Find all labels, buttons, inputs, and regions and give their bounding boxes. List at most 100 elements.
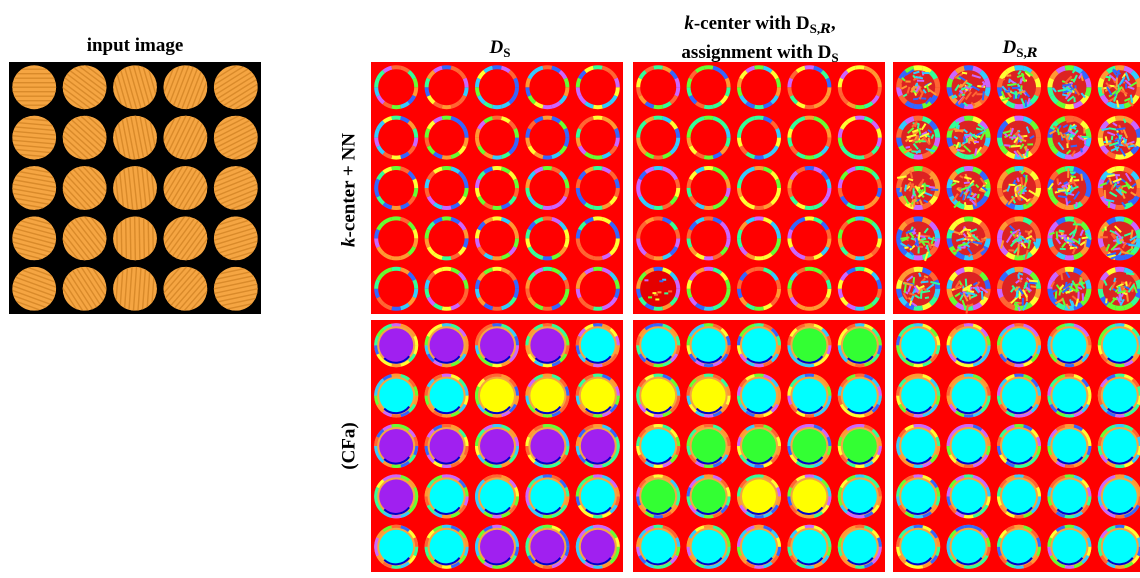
segment-disc xyxy=(837,216,882,261)
segment-disc xyxy=(686,115,731,160)
panel-knn-dsr xyxy=(893,62,1140,314)
segment-disc xyxy=(575,474,620,519)
segment-disc xyxy=(1097,166,1140,210)
row-title-knn: k-center + NN xyxy=(338,133,360,247)
segment-disc xyxy=(787,524,832,569)
segment-disc xyxy=(475,266,519,311)
segment-disc xyxy=(424,166,469,210)
segment-disc xyxy=(636,115,681,160)
segment-disc xyxy=(787,65,832,110)
segment-disc xyxy=(896,524,941,569)
segment-disc xyxy=(997,115,1041,160)
segment-disc xyxy=(737,424,781,468)
segment-disc xyxy=(737,323,781,368)
segment-disc xyxy=(525,474,570,519)
segment-disc xyxy=(686,424,731,468)
segment-disc xyxy=(575,524,620,569)
segment-disc xyxy=(896,474,941,519)
segment-disc xyxy=(997,216,1041,261)
segment-disc xyxy=(424,266,469,311)
segment-disc xyxy=(787,424,832,468)
segment-disc xyxy=(997,524,1041,569)
segment-disc xyxy=(837,474,882,519)
segment-disc xyxy=(525,166,570,210)
segment-disc xyxy=(946,65,991,110)
segment-disc xyxy=(946,166,991,210)
segment-disc xyxy=(896,323,941,368)
segment-disc xyxy=(636,524,681,569)
segment-disc xyxy=(837,524,882,569)
segment-disc xyxy=(1097,266,1140,311)
input-disc xyxy=(12,166,57,210)
row-title-cfa: (CFa) xyxy=(338,422,360,470)
segment-disc xyxy=(1047,216,1092,261)
segment-disc xyxy=(575,65,620,110)
segment-disc xyxy=(1097,323,1140,368)
segment-disc xyxy=(737,216,781,261)
input-disc xyxy=(12,266,57,311)
segment-disc xyxy=(1097,474,1140,519)
segment-disc xyxy=(1097,115,1140,160)
segment-disc xyxy=(686,166,731,210)
column-title-dsr: DS,R xyxy=(1002,37,1038,61)
segment-disc xyxy=(686,266,731,311)
input-disc xyxy=(62,115,107,160)
segment-disc xyxy=(686,524,731,569)
segment-disc xyxy=(737,166,781,210)
segment-disc xyxy=(374,166,419,210)
segment-disc xyxy=(575,424,620,468)
segment-disc xyxy=(896,115,941,160)
segment-disc xyxy=(946,216,991,261)
segment-disc xyxy=(787,474,832,519)
segment-disc xyxy=(575,266,620,311)
segment-disc xyxy=(896,65,941,110)
segment-disc xyxy=(374,323,419,368)
segment-disc xyxy=(525,323,570,368)
input-disc xyxy=(163,166,208,210)
segment-disc xyxy=(374,216,419,261)
segment-disc xyxy=(837,166,882,210)
segment-disc xyxy=(946,424,991,468)
segment-disc xyxy=(787,216,832,261)
segment-disc xyxy=(636,266,681,311)
segment-disc xyxy=(525,216,570,261)
segment-disc xyxy=(636,373,681,418)
segment-disc xyxy=(475,424,519,468)
segment-disc xyxy=(837,266,882,311)
segment-disc xyxy=(525,65,570,110)
panel-cfa-dsr xyxy=(893,320,1140,572)
segment-disc xyxy=(997,424,1041,468)
segment-disc xyxy=(997,373,1041,418)
segment-disc xyxy=(636,474,681,519)
segment-disc xyxy=(946,524,991,569)
segment-disc xyxy=(424,373,469,418)
segment-disc xyxy=(424,115,469,160)
column-title-mixed: k-center with DS,R, assignment with DS xyxy=(681,13,839,65)
segment-disc xyxy=(424,323,469,368)
segment-disc xyxy=(525,266,570,311)
segment-disc xyxy=(636,166,681,210)
segment-disc xyxy=(686,65,731,110)
segment-disc xyxy=(575,323,620,368)
segment-disc xyxy=(424,216,469,261)
segment-disc xyxy=(737,65,781,110)
segment-disc xyxy=(787,323,832,368)
segment-disc xyxy=(997,166,1041,210)
segment-disc xyxy=(946,373,991,418)
segment-disc xyxy=(896,166,941,210)
segment-disc xyxy=(737,524,781,569)
segment-disc xyxy=(525,115,570,160)
segment-disc xyxy=(1047,424,1092,468)
segment-disc xyxy=(1097,373,1140,418)
segment-disc xyxy=(374,424,419,468)
segment-disc xyxy=(686,373,731,418)
segment-disc xyxy=(896,216,941,262)
segment-disc xyxy=(837,65,882,110)
segment-disc xyxy=(525,524,570,569)
segment-disc xyxy=(896,266,941,311)
panel-cfa-ds xyxy=(371,320,623,572)
input-image xyxy=(9,62,261,314)
panel-knn-ds xyxy=(371,62,623,314)
segment-disc xyxy=(1047,474,1092,519)
segment-disc xyxy=(374,474,419,519)
